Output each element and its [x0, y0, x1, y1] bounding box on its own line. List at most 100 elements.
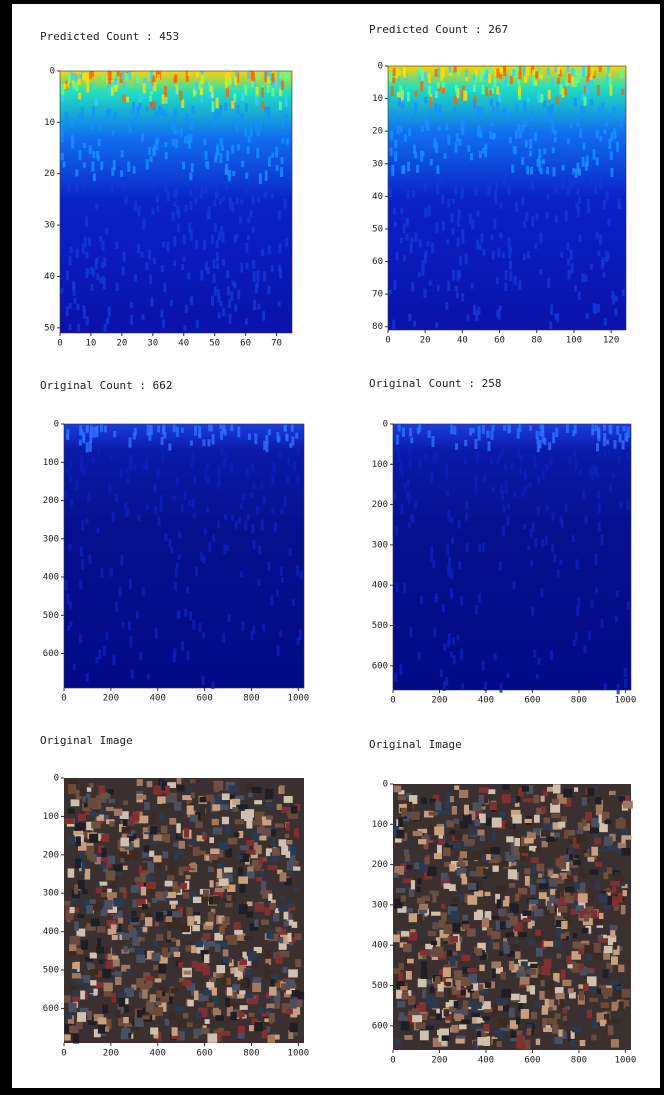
- photo-detail: [519, 966, 525, 971]
- heatmap-cell: [271, 194, 274, 199]
- photo-detail: [579, 869, 583, 877]
- heatmap-cell: [256, 148, 259, 158]
- heatmap-cell: [573, 640, 576, 646]
- photo-detail: [240, 1005, 248, 1010]
- heatmap-cell: [424, 72, 427, 78]
- heatmap-cell: [466, 543, 469, 552]
- heatmap-cell: [275, 147, 278, 158]
- heatmap-cell: [553, 167, 556, 176]
- photo-detail: [600, 1020, 605, 1026]
- heatmap-cell: [257, 579, 260, 585]
- heatmap-cell: [578, 292, 581, 300]
- heatmap-cell: [100, 161, 103, 170]
- photo-detail: [88, 798, 98, 808]
- heatmap-cell: [411, 237, 414, 242]
- photo-detail: [122, 827, 131, 834]
- heatmap-cell: [598, 452, 601, 458]
- photo-detail: [462, 915, 468, 921]
- heatmap-cell: [429, 97, 432, 107]
- heatmap-cell: [213, 274, 216, 283]
- heatmap-cell: [412, 190, 415, 197]
- photo-detail: [228, 785, 238, 792]
- heatmap-cell: [123, 81, 126, 92]
- heatmap-cell: [215, 177, 218, 187]
- photo-detail: [519, 932, 527, 937]
- photo-detail: [203, 889, 209, 896]
- heatmap-cell: [108, 306, 111, 316]
- x-tick-label: 50: [209, 339, 220, 349]
- heatmap-cell: [231, 101, 234, 109]
- photo-detail: [530, 885, 536, 895]
- photo-detail: [200, 950, 208, 954]
- heatmap-cell: [416, 165, 419, 173]
- photo-detail: [97, 938, 101, 947]
- photo-detail: [450, 796, 454, 802]
- photo-detail: [146, 1002, 154, 1012]
- heatmap-cell: [547, 112, 550, 123]
- photo-detail: [544, 941, 554, 947]
- heatmap-cell: [571, 77, 574, 87]
- heatmap-cell: [268, 245, 271, 255]
- heatmap-cell: [205, 82, 208, 88]
- heatmap-cell: [418, 66, 421, 75]
- heatmap-cell: [285, 96, 288, 107]
- heatmap-cell: [593, 303, 596, 313]
- heatmap-cell: [458, 139, 461, 146]
- photo-detail: [398, 795, 406, 800]
- photo-detail: [495, 1030, 504, 1037]
- heatmap-cell: [200, 95, 203, 103]
- photo-detail: [98, 1025, 106, 1034]
- photo-detail: [195, 822, 202, 829]
- photo-detail: [456, 883, 460, 890]
- heatmap-cell: [246, 468, 249, 478]
- heatmap-cell: [190, 440, 193, 445]
- photo-detail: [255, 866, 260, 871]
- photo-detail: [246, 840, 254, 846]
- photo-detail: [437, 844, 442, 853]
- heatmap-cell: [217, 521, 220, 528]
- panel-label: Original Count : 662: [40, 379, 172, 392]
- heatmap-cell: [67, 468, 70, 475]
- heatmap-cell: [175, 188, 178, 195]
- heatmap-cell: [511, 164, 514, 172]
- photo-detail: [294, 887, 299, 891]
- photo-detail: [169, 818, 176, 825]
- heatmap-cell: [241, 622, 244, 631]
- heatmap-cell: [93, 173, 96, 181]
- heatmap-cell: [182, 161, 185, 169]
- heatmap-cell: [281, 121, 284, 129]
- photo-detail: [578, 948, 584, 954]
- heatmap-cell: [163, 432, 166, 439]
- photo-detail: [141, 913, 145, 920]
- photo-detail: [529, 899, 539, 904]
- photo-detail: [497, 899, 501, 908]
- heatmap-cell: [399, 664, 402, 675]
- heatmap-cell: [268, 156, 271, 166]
- heatmap-cell: [178, 554, 181, 560]
- heatmap-cell: [527, 97, 530, 103]
- heatmap-cell: [81, 107, 84, 116]
- photo-detail: [483, 1024, 489, 1032]
- heatmap-cell: [447, 640, 450, 647]
- heatmap-cell: [129, 460, 132, 470]
- photo-detail: [142, 904, 148, 909]
- heatmap-cell: [270, 175, 273, 180]
- heatmap-cell: [515, 130, 518, 139]
- photo-detail: [294, 861, 298, 865]
- photo-detail: [621, 905, 626, 914]
- photo-detail: [98, 1017, 107, 1024]
- heatmap-cell: [453, 655, 456, 664]
- photo-detail: [172, 911, 181, 918]
- heatmap-cell: [423, 289, 426, 298]
- photo-detail: [393, 968, 400, 974]
- photo-detail: [141, 887, 146, 896]
- photo-detail: [466, 876, 474, 883]
- heatmap-cell: [478, 593, 481, 602]
- heatmap-cell: [88, 555, 91, 565]
- heatmap-cell: [389, 188, 392, 198]
- photo-detail: [268, 894, 272, 901]
- photo-detail: [463, 815, 471, 824]
- heatmap-cell: [255, 120, 258, 131]
- heatmap-cell: [257, 130, 260, 136]
- heatmap-cell: [69, 601, 72, 609]
